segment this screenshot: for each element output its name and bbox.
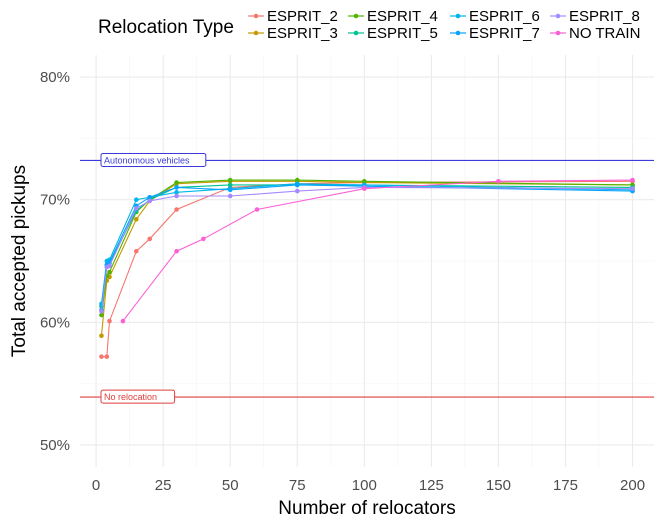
legend-key-point [353, 13, 359, 19]
data-point [362, 178, 367, 184]
y-tick-label: 50% [40, 437, 70, 454]
data-point [496, 178, 501, 184]
series-line [101, 180, 633, 358]
reference-label-box [100, 152, 207, 167]
legend-label: ESPRIT_8 [569, 8, 640, 25]
y-tick-label: 80% [40, 69, 70, 86]
y-axis-ticks: 50% 60% 70% 80% [40, 69, 70, 454]
data-point [630, 177, 635, 183]
legend-key-point [555, 30, 561, 36]
data-point [99, 312, 104, 318]
x-tick-label: 25 [155, 477, 172, 494]
data-point [227, 177, 233, 183]
y-tick-label: 60% [40, 314, 70, 331]
x-tick-label: 150 [486, 477, 511, 494]
data-point [134, 248, 139, 254]
data-point [107, 263, 112, 269]
legend-label: ESPRIT_5 [367, 25, 438, 42]
x-tick-label: 125 [419, 477, 444, 494]
x-tick-label: 75 [289, 477, 306, 494]
data-point [227, 193, 233, 199]
x-axis-ticks: 0 25 50 75 100 125 150 175 200 [92, 477, 645, 494]
data-point [134, 217, 139, 222]
legend-label: ESPRIT_3 [267, 25, 338, 42]
legend-label: ESPRIT_4 [367, 8, 438, 25]
data-point [147, 236, 153, 242]
legend-label: ESPRIT_7 [469, 25, 540, 42]
data-point [227, 182, 233, 188]
data-point [174, 193, 179, 199]
x-tick-label: 0 [92, 477, 100, 494]
data-point [294, 188, 300, 194]
reference-lines: Autonomous vehicles No relocation [80, 152, 654, 404]
data-point [134, 197, 139, 202]
data-point [120, 318, 126, 324]
data-point [174, 207, 179, 212]
gridlines [80, 55, 654, 467]
y-tick-label: 70% [40, 192, 70, 209]
x-tick-label: 200 [620, 477, 645, 494]
data-point [174, 185, 179, 190]
data-point [254, 207, 260, 212]
data-point [362, 186, 367, 191]
data-point [174, 190, 179, 195]
reference-label: Autonomous vehicles [104, 155, 190, 165]
x-tick-label: 100 [352, 477, 377, 494]
reference-label-box [100, 389, 176, 404]
legend-key-point [253, 13, 259, 19]
x-axis-title: Number of relocators [278, 498, 455, 519]
legend-key-point [455, 30, 461, 36]
data-point [227, 187, 233, 193]
y-axis-title: Total accepted pickups [9, 165, 30, 357]
legend-label: ESPRIT_6 [469, 8, 540, 25]
data-point [107, 318, 112, 324]
legend-key-point [455, 13, 461, 19]
data-point [147, 194, 153, 200]
data-point [630, 186, 635, 191]
legend-key-point [353, 30, 359, 36]
data-point [147, 198, 153, 204]
legend-key-point [253, 30, 259, 36]
data-point [134, 205, 139, 211]
legend-label: NO TRAIN [569, 25, 640, 42]
reference-label: No relocation [104, 392, 157, 402]
data-point [174, 180, 179, 185]
data-point [99, 333, 104, 339]
x-tick-label: 175 [553, 477, 578, 494]
data-point [294, 177, 300, 183]
legend-title: Relocation Type [98, 17, 234, 38]
data-point [99, 354, 104, 359]
legend-key-point [555, 13, 561, 19]
data-point [201, 236, 206, 242]
data-point [107, 269, 112, 275]
data-point [99, 308, 104, 314]
data-point [294, 182, 300, 188]
data-point [104, 354, 110, 359]
x-tick-label: 50 [222, 477, 239, 494]
data-point [174, 248, 179, 254]
data-series [99, 177, 635, 359]
legend-label: ESPRIT_2 [267, 8, 338, 25]
